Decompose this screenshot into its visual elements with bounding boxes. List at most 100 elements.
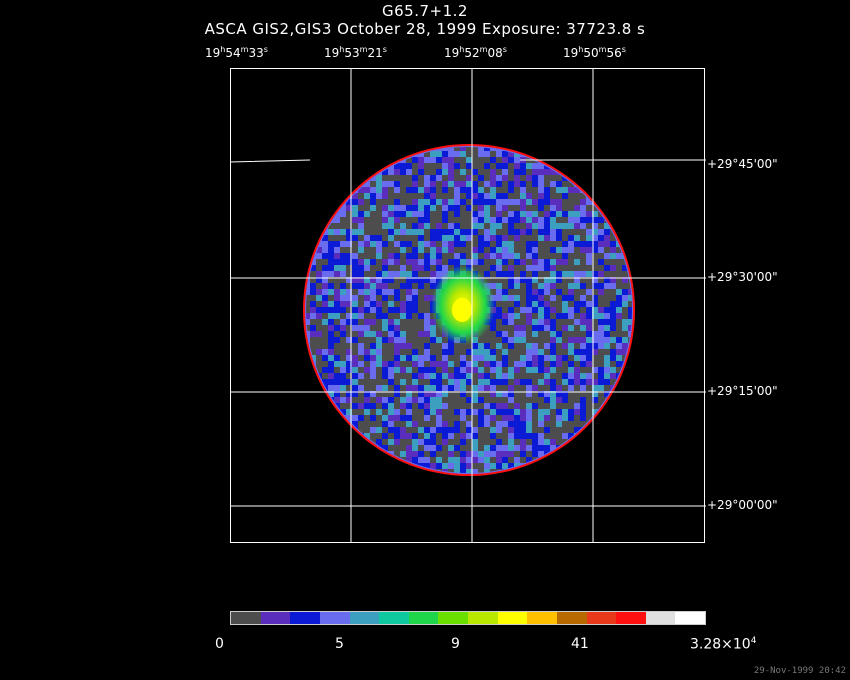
noise-pixel: [376, 295, 382, 301]
noise-pixel: [466, 187, 472, 193]
noise-pixel: [580, 421, 586, 427]
noise-pixel: [616, 343, 622, 349]
noise-pixel: [472, 163, 478, 169]
colorbar-swatch: [497, 612, 528, 624]
noise-pixel: [406, 313, 412, 319]
noise-pixel: [388, 385, 394, 391]
noise-pixel: [346, 229, 352, 235]
noise-pixel: [364, 379, 370, 385]
noise-pixel: [424, 415, 430, 421]
noise-pixel: [412, 325, 418, 331]
noise-pixel: [580, 205, 586, 211]
noise-pixel: [334, 253, 340, 259]
noise-pixel: [418, 205, 424, 211]
noise-pixel: [568, 427, 574, 433]
noise-pixel: [598, 397, 604, 403]
noise-pixel: [370, 325, 376, 331]
noise-pixel: [322, 349, 328, 355]
noise-pixel: [448, 391, 454, 397]
noise-pixel: [508, 343, 514, 349]
noise-pixel: [418, 175, 424, 181]
noise-pixel: [334, 355, 340, 361]
noise-pixel: [532, 349, 538, 355]
noise-pixel: [376, 283, 382, 289]
noise-pixel: [484, 457, 490, 463]
noise-pixel: [430, 421, 436, 427]
noise-pixel: [466, 433, 472, 439]
noise-pixel: [394, 265, 400, 271]
noise-pixel: [328, 391, 334, 397]
noise-pixel: [478, 385, 484, 391]
noise-pixel: [538, 205, 544, 211]
noise-pixel: [448, 385, 454, 391]
noise-pixel: [316, 277, 322, 283]
noise-pixel: [598, 319, 604, 325]
noise-pixel: [592, 283, 598, 289]
noise-pixel: [580, 301, 586, 307]
noise-pixel: [526, 163, 532, 169]
noise-pixel: [514, 343, 520, 349]
noise-pixel: [556, 271, 562, 277]
noise-pixel: [568, 325, 574, 331]
noise-pixel: [310, 277, 316, 283]
noise-pixel: [502, 379, 508, 385]
noise-pixel: [550, 433, 556, 439]
noise-pixel: [610, 271, 616, 277]
noise-pixel: [478, 223, 484, 229]
noise-pixel: [394, 433, 400, 439]
noise-pixel: [472, 349, 478, 355]
noise-pixel: [400, 319, 406, 325]
noise-pixel: [508, 433, 514, 439]
noise-pixel: [406, 205, 412, 211]
noise-pixel: [424, 175, 430, 181]
noise-pixel: [406, 367, 412, 373]
noise-pixel: [436, 457, 442, 463]
noise-pixel: [532, 289, 538, 295]
noise-pixel: [406, 277, 412, 283]
noise-pixel: [418, 433, 424, 439]
noise-pixel: [382, 313, 388, 319]
noise-pixel: [550, 391, 556, 397]
noise-pixel: [550, 445, 556, 451]
noise-pixel: [424, 379, 430, 385]
noise-pixel: [604, 361, 610, 367]
noise-pixel: [526, 169, 532, 175]
noise-pixel: [538, 277, 544, 283]
noise-pixel: [376, 211, 382, 217]
noise-pixel: [376, 253, 382, 259]
noise-pixel: [460, 433, 466, 439]
noise-pixel: [586, 427, 592, 433]
noise-pixel: [484, 193, 490, 199]
noise-pixel: [502, 193, 508, 199]
noise-pixel: [508, 211, 514, 217]
noise-pixel: [406, 457, 412, 463]
noise-pixel: [598, 253, 604, 259]
noise-pixel: [592, 397, 598, 403]
noise-pixel: [424, 463, 430, 469]
noise-pixel: [520, 229, 526, 235]
noise-pixel: [328, 223, 334, 229]
noise-pixel: [472, 235, 478, 241]
noise-pixel: [394, 259, 400, 265]
noise-pixel: [442, 337, 448, 343]
noise-pixel: [502, 463, 508, 469]
noise-pixel: [544, 403, 550, 409]
noise-pixel: [418, 301, 424, 307]
noise-pixel: [352, 253, 358, 259]
noise-pixel: [556, 319, 562, 325]
noise-pixel: [424, 385, 430, 391]
noise-pixel: [484, 475, 490, 481]
noise-pixel: [508, 451, 514, 457]
noise-pixel: [532, 385, 538, 391]
noise-pixel: [436, 331, 442, 337]
noise-pixel: [436, 397, 442, 403]
noise-pixel: [502, 241, 508, 247]
noise-pixel: [430, 283, 436, 289]
noise-pixel: [370, 229, 376, 235]
noise-pixel: [520, 343, 526, 349]
noise-pixel: [442, 151, 448, 157]
noise-pixel: [586, 235, 592, 241]
noise-pixel: [538, 397, 544, 403]
noise-pixel: [376, 301, 382, 307]
noise-pixel: [412, 445, 418, 451]
